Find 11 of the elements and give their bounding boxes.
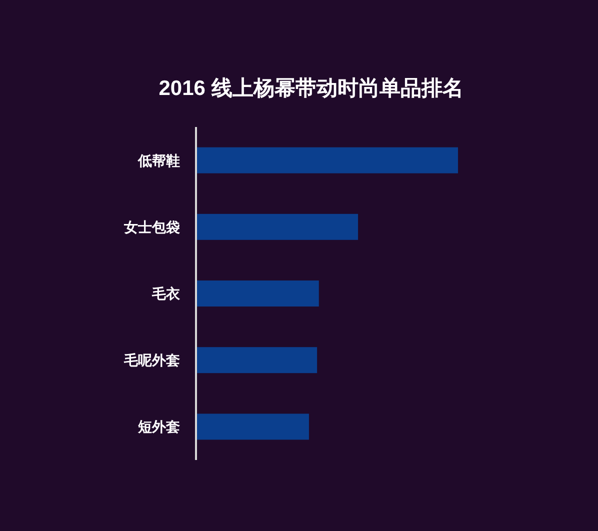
bar [197, 280, 319, 306]
bar [197, 347, 318, 374]
y-tick-label: 毛衣 [151, 286, 181, 302]
bar [197, 214, 358, 240]
y-tick-label: 低帮鞋 [137, 152, 180, 168]
y-tick-label: 女士包袋 [123, 218, 180, 235]
y-tick-label: 短外套 [137, 418, 180, 435]
chart-title: 2016 线上杨幂带动时尚单品排名 [158, 77, 464, 100]
bar [197, 414, 309, 440]
y-tick-label: 毛呢外套 [123, 352, 180, 368]
bar [197, 147, 458, 174]
